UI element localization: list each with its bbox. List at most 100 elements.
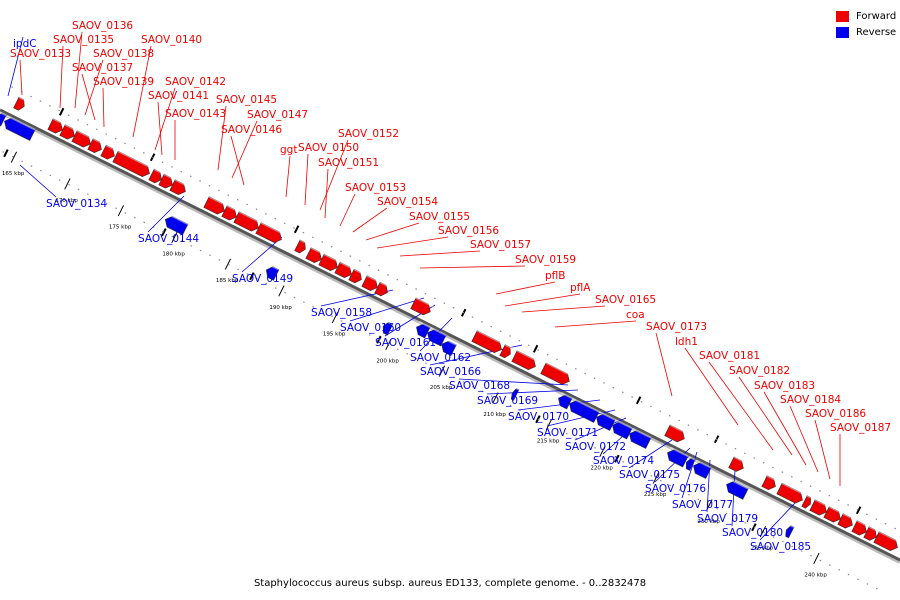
gene-arrow [416, 323, 431, 339]
backbone-line [0, 108, 900, 562]
forward-leader [365, 222, 420, 241]
forward-gene-label: SAOV_0184 [780, 394, 841, 406]
forward-gene-label: SAOV_0183 [754, 380, 815, 392]
gene-arrow [667, 449, 689, 468]
gene-highlight [117, 150, 153, 170]
gene-highlight [92, 137, 105, 146]
forward-leader [352, 207, 388, 233]
tick-mark [438, 365, 446, 377]
reverse-gene [558, 391, 573, 410]
gene-highlight [299, 239, 309, 245]
gene-highlight [323, 253, 341, 264]
gene-highlight [268, 263, 280, 271]
tick-label: 225 kbp [644, 492, 667, 498]
gene-arrow [823, 506, 841, 523]
forward-gene-label: ldh1 [675, 336, 698, 348]
forward-gene [221, 204, 240, 221]
reverse-gene-label: SAOV_0169 [477, 395, 538, 407]
reverse-leader [654, 447, 691, 483]
reverse-gene-label: SAOV_0168 [449, 380, 510, 392]
reverse-gene-label: SAOV_0171 [537, 427, 598, 439]
gene-arrow [305, 247, 322, 264]
gene-arrow [233, 211, 259, 232]
gene-arrow [255, 222, 282, 244]
gene-arrow [47, 118, 63, 134]
gene-arrow [873, 531, 898, 552]
gene-arrow [203, 196, 225, 215]
forward-leader [324, 168, 329, 219]
forward-gene-label: SAOV_0151 [318, 157, 379, 169]
reverse-gene-label: SAOV_0176 [645, 483, 706, 495]
forward-gene-label: SAOV_0155 [409, 211, 470, 223]
gene-highlight [806, 494, 814, 500]
gene-highlight [18, 96, 28, 103]
tick-label: 195 kbp [323, 332, 346, 338]
forward-leader [19, 59, 23, 96]
forward-leader [738, 376, 793, 456]
reverse-leader [546, 409, 616, 427]
genome-caption: Staphylococcus aureus subsp. aureus ED13… [253, 578, 647, 589]
gene-highlight [695, 459, 712, 469]
gene-highlight [353, 268, 365, 276]
gene-arrow [148, 168, 162, 184]
tick-label: 215 kbp [537, 439, 560, 445]
gene-highlight [443, 337, 457, 346]
forward-leader [814, 419, 831, 480]
reverse-gene-label: SAOV_0149 [232, 273, 293, 285]
gene-highlight [814, 498, 830, 508]
gene-arrow [334, 261, 352, 279]
forward-gene-label: SAOV_0133 [10, 48, 71, 60]
gene-arrow [612, 421, 633, 440]
reverse-gene-label: SAOV_0162 [410, 352, 471, 364]
forward-gene [801, 494, 814, 509]
forward-gene-label: pflB [545, 270, 565, 282]
forward-gene [47, 117, 66, 134]
gene-arrow [809, 499, 827, 516]
forward-gene [511, 349, 539, 371]
gene-highlight [208, 195, 228, 207]
forward-leader [157, 101, 163, 156]
forward-gene-label: SAOV_0147 [247, 109, 308, 121]
forward-gene [305, 246, 325, 264]
gene-arrow [863, 526, 877, 541]
forward-gene-label: SAOV_0186 [805, 408, 866, 420]
tick-label: 210 kbp [483, 412, 506, 418]
forward-gene [71, 129, 94, 148]
reverse-marker [614, 454, 620, 463]
reverse-gene-label: SAOV_0175 [619, 469, 680, 481]
tick-label: 200 kbp [376, 358, 399, 364]
forward-marker [58, 107, 65, 116]
gene-highlight [385, 319, 394, 326]
forward-leader [763, 391, 807, 466]
gene-arrow [348, 268, 362, 284]
reverse-leader [458, 378, 569, 386]
reverse-marker [249, 272, 255, 281]
gene-arrow [71, 130, 91, 148]
forward-leader [399, 250, 481, 257]
gene-highlight [504, 343, 514, 350]
forward-gene [761, 474, 779, 491]
forward-gene-label: SAOV_0139 [93, 76, 154, 88]
gene-arrow [664, 424, 685, 443]
forward-leader [304, 153, 309, 206]
reverse-gene-label: SAOV_0166 [420, 366, 481, 378]
gene-highlight [238, 210, 262, 224]
tick-mark [545, 419, 553, 431]
gene-arrow [569, 400, 600, 423]
gene-arrow [427, 329, 447, 347]
gene-arrow [596, 413, 616, 431]
reverse-gene-label: ipdC [13, 38, 37, 50]
forward-leader [419, 265, 526, 269]
reverse-gene [164, 213, 189, 236]
reverse-gene [629, 427, 652, 449]
forward-leader [554, 320, 637, 328]
reverse-gene [685, 455, 696, 471]
forward-leader [376, 236, 449, 249]
gene-arrow [851, 520, 867, 536]
reverse-marker [751, 523, 757, 532]
forward-guide [11, 86, 900, 532]
forward-gene-label: SAOV_0137 [72, 62, 133, 74]
tick-label: 175 kbp [109, 225, 132, 231]
forward-gene [776, 482, 806, 504]
